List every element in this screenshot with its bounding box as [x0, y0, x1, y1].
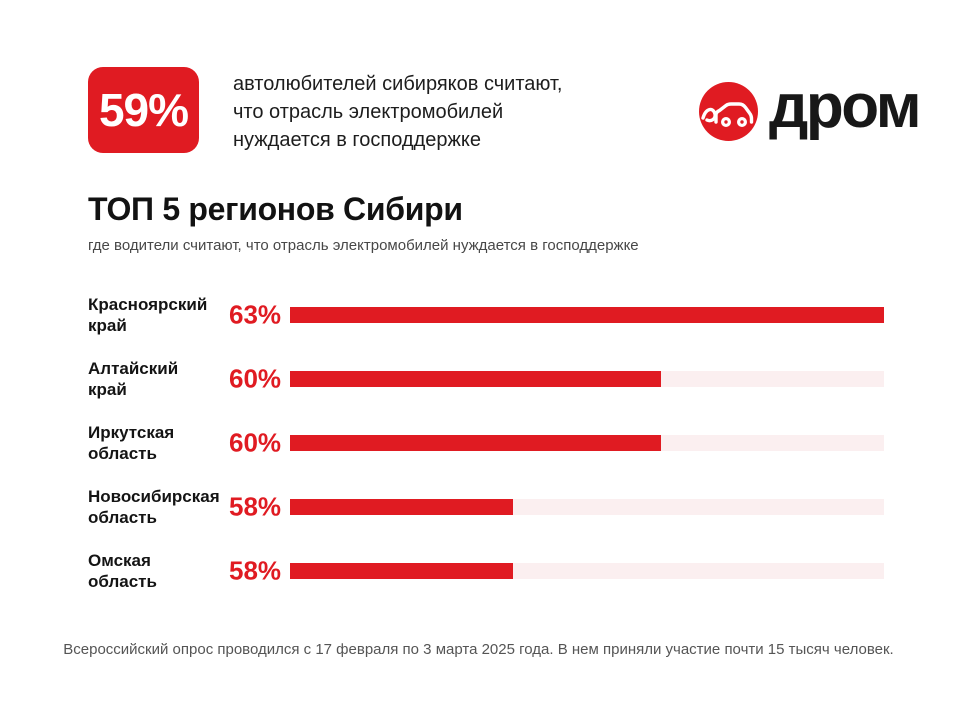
drom-wordmark: дром	[769, 72, 922, 141]
stat-description: автолюбителей сибиряков считают, что отр…	[233, 73, 563, 151]
bar-track	[290, 371, 884, 387]
survey-footnote: Всероссийский опрос проводился с 17 февр…	[63, 641, 894, 658]
chart-subtitle: где водители считают, что отрасль электр…	[88, 237, 639, 254]
bar-track	[290, 307, 884, 323]
drom-logo: дром	[699, 76, 922, 142]
bar-row-label: Алтайский край	[88, 359, 179, 399]
bar-row-value: 63%	[229, 299, 282, 330]
stat-badge: 59%	[88, 67, 199, 153]
bar-track	[290, 563, 884, 579]
bar-row: Омская область 58%	[88, 539, 884, 603]
bar-row: Красноярский край 63%	[88, 283, 884, 347]
chart-title: ТОП 5 регионов Сибири	[88, 191, 463, 227]
bar-row-value: 60%	[229, 427, 282, 458]
bar-row-label: Новосибирская область	[88, 487, 220, 527]
bar-row-label: Иркутская область	[88, 423, 175, 463]
bar-fill	[290, 499, 513, 515]
bar-row-value: 58%	[229, 491, 282, 522]
drom-car-icon	[699, 81, 758, 141]
bar-fill	[290, 435, 662, 451]
bar-fill	[290, 307, 884, 323]
bar-row: Иркутская область 60%	[88, 411, 884, 475]
bar-track	[290, 499, 884, 515]
bar-row-value: 60%	[229, 363, 282, 394]
bar-fill	[290, 371, 662, 387]
bar-row: Новосибирская область 58%	[88, 475, 884, 539]
bar-row: Алтайский край 60%	[88, 347, 884, 411]
bar-row-value: 58%	[229, 555, 282, 586]
bar-row-label: Омская область	[88, 551, 157, 591]
bar-fill	[290, 563, 513, 579]
bar-row-label: Красноярский край	[88, 295, 208, 335]
stat-badge-value: 59%	[98, 84, 189, 136]
bar-track	[290, 435, 884, 451]
chart-rows: Красноярский край 63% Алтайский край 60%…	[88, 283, 884, 603]
